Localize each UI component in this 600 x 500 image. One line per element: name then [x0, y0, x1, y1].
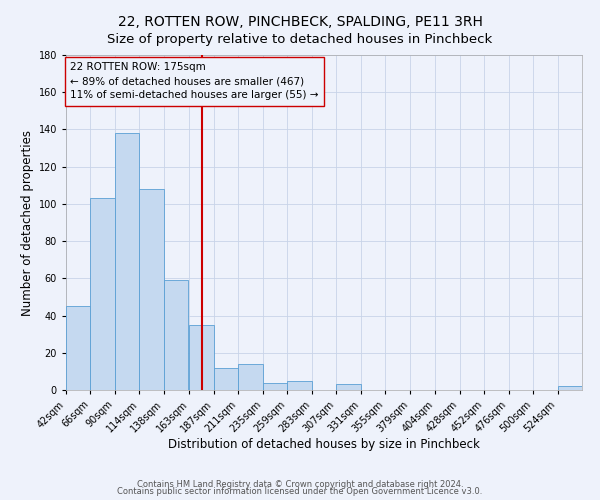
- X-axis label: Distribution of detached houses by size in Pinchbeck: Distribution of detached houses by size …: [168, 438, 480, 451]
- Bar: [66, 306, 91, 390]
- Text: Contains HM Land Registry data © Crown copyright and database right 2024.: Contains HM Land Registry data © Crown c…: [137, 480, 463, 489]
- Bar: [91, 198, 115, 390]
- Bar: [336, 384, 361, 390]
- Bar: [557, 386, 582, 390]
- Bar: [287, 380, 312, 390]
- Text: 22 ROTTEN ROW: 175sqm
← 89% of detached houses are smaller (467)
11% of semi-det: 22 ROTTEN ROW: 175sqm ← 89% of detached …: [70, 62, 319, 100]
- Bar: [263, 382, 287, 390]
- Bar: [115, 133, 139, 390]
- Text: Contains public sector information licensed under the Open Government Licence v3: Contains public sector information licen…: [118, 487, 482, 496]
- Y-axis label: Number of detached properties: Number of detached properties: [22, 130, 34, 316]
- Bar: [238, 364, 263, 390]
- Bar: [164, 280, 188, 390]
- Text: 22, ROTTEN ROW, PINCHBECK, SPALDING, PE11 3RH: 22, ROTTEN ROW, PINCHBECK, SPALDING, PE1…: [118, 15, 482, 29]
- Bar: [214, 368, 238, 390]
- Bar: [190, 325, 214, 390]
- Text: Size of property relative to detached houses in Pinchbeck: Size of property relative to detached ho…: [107, 32, 493, 46]
- Bar: [139, 189, 164, 390]
